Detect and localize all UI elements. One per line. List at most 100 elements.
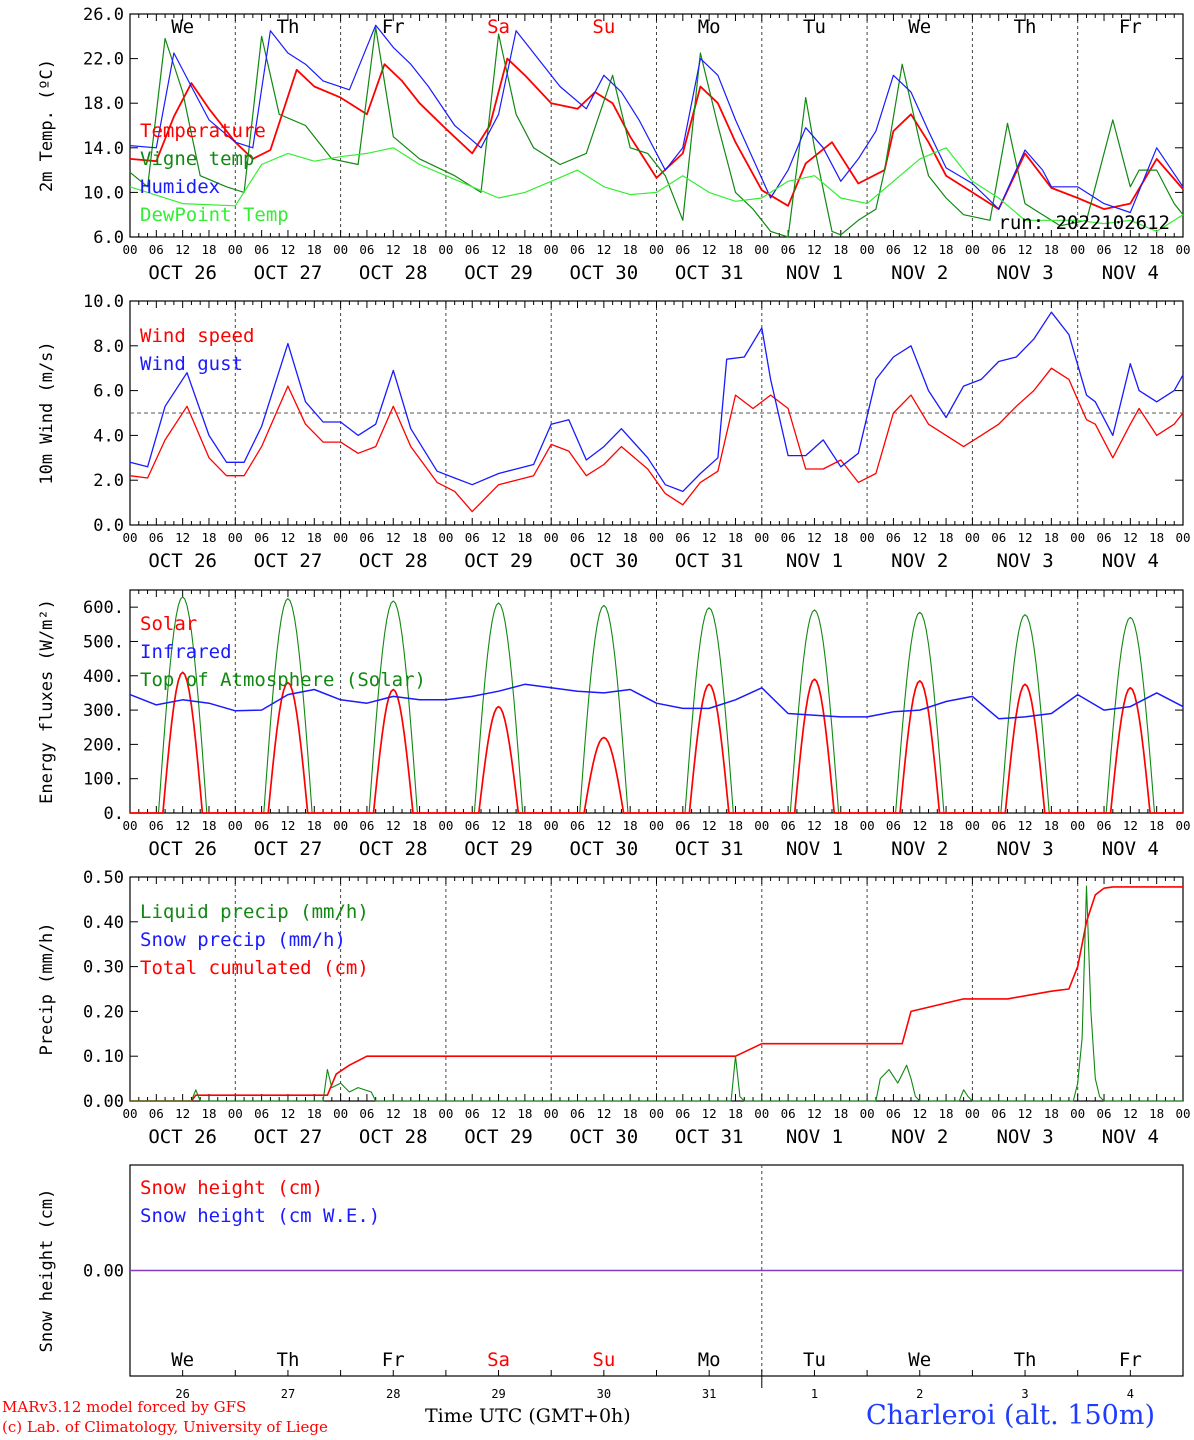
hour-tick-label: 18 — [201, 530, 216, 545]
date-label: OCT 31 — [675, 838, 744, 860]
hour-tick-label: 00 — [860, 818, 875, 833]
hour-tick-label: 06 — [359, 530, 374, 545]
legend-2-0: Solar — [140, 613, 197, 635]
hour-tick-label: 18 — [623, 818, 638, 833]
weekday-label: Th — [277, 16, 300, 38]
hour-tick-label: 00 — [754, 818, 769, 833]
hour-tick-label: 12 — [175, 818, 190, 833]
y-tick-label: 4.0 — [93, 426, 124, 446]
date-label: OCT 26 — [148, 262, 217, 284]
day-number-label: 28 — [386, 1387, 400, 1400]
legend-1-0: Wind speed — [140, 325, 254, 347]
toa-solar-curve — [972, 614, 1078, 814]
hour-tick-label: 00 — [333, 1106, 348, 1121]
hour-tick-label: 06 — [886, 1106, 901, 1121]
toa-solar-curve — [656, 607, 762, 814]
date-label: OCT 26 — [148, 838, 217, 860]
hour-tick-label: 00 — [965, 530, 980, 545]
hour-tick-label: 18 — [623, 242, 638, 257]
hour-tick-label: 06 — [254, 242, 269, 257]
hour-tick-label: 12 — [1018, 530, 1033, 545]
hour-tick-label: 00 — [1070, 530, 1085, 545]
hour-tick-label: 18 — [1149, 530, 1164, 545]
hour-tick-label: 18 — [201, 818, 216, 833]
y-tick-label: 0.00 — [83, 1262, 124, 1282]
lab-credit: (c) Lab. of Climatology, University of L… — [2, 1418, 328, 1436]
hour-tick-label: 00 — [333, 818, 348, 833]
hour-tick-label: 12 — [386, 1106, 401, 1121]
hour-tick-label: 06 — [781, 530, 796, 545]
y-tick-label: 8.0 — [93, 337, 124, 357]
weekday-label: We — [171, 16, 194, 38]
y-tick-label: 0.30 — [83, 958, 124, 978]
date-label: OCT 28 — [359, 838, 428, 860]
weekday-label: We — [908, 16, 931, 38]
y-tick-label: 18.0 — [83, 94, 124, 114]
hour-tick-label: 18 — [517, 1106, 532, 1121]
hour-tick-label: 06 — [149, 1106, 164, 1121]
hour-tick-label: 06 — [254, 1106, 269, 1121]
hour-tick-label: 06 — [465, 530, 480, 545]
day-number-label: 2 — [916, 1387, 923, 1400]
date-label: OCT 30 — [570, 838, 639, 860]
hour-tick-label: 18 — [1149, 1106, 1164, 1121]
hour-tick-label: 06 — [570, 530, 585, 545]
legend-3-0: Liquid precip (mm/h) — [140, 901, 369, 923]
solar-curve — [1077, 686, 1183, 814]
day-number-label: 26 — [175, 1387, 189, 1400]
hour-tick-label: 12 — [807, 530, 822, 545]
date-label: OCT 29 — [464, 262, 533, 284]
hour-tick-label: 06 — [781, 242, 796, 257]
hour-tick-label: 00 — [1175, 818, 1190, 833]
hour-tick-label: 12 — [280, 530, 295, 545]
hour-tick-label: 12 — [702, 242, 717, 257]
hour-tick-label: 12 — [912, 1106, 927, 1121]
hour-tick-label: 12 — [807, 242, 822, 257]
date-label: NOV 3 — [996, 262, 1053, 284]
hour-tick-label: 06 — [149, 818, 164, 833]
toa-solar-curve — [761, 609, 868, 814]
hour-tick-label: 18 — [833, 242, 848, 257]
legend-3-1: Snow precip (mm/h) — [140, 929, 346, 951]
legend-2-2: Top of Atmosphere (Solar) — [140, 669, 426, 691]
model-credit: MARv3.12 model forced by GFS — [2, 1398, 247, 1416]
hour-tick-label: 00 — [438, 530, 453, 545]
hour-tick-label: 12 — [280, 1106, 295, 1121]
hour-tick-label: 12 — [175, 530, 190, 545]
hour-tick-label: 12 — [912, 242, 927, 257]
run-label: run: 2022102612 — [998, 212, 1170, 234]
hour-tick-label: 06 — [991, 1106, 1006, 1121]
date-label: OCT 28 — [359, 1126, 428, 1148]
legend-4-0: Snow height (cm) — [140, 1177, 323, 1199]
solar-curve — [761, 678, 868, 814]
hour-tick-label: 00 — [649, 530, 664, 545]
hour-tick-label: 12 — [280, 818, 295, 833]
hour-tick-label: 12 — [702, 530, 717, 545]
y-axis-label-3: Precip (mm/h) — [37, 922, 57, 1055]
hour-tick-label: 12 — [807, 818, 822, 833]
series-line-total-cumulated-cm- — [130, 886, 1183, 1102]
weekday-label: Th — [1014, 1349, 1037, 1371]
hour-tick-label: 18 — [1044, 242, 1059, 257]
hour-tick-label: 12 — [1123, 1106, 1138, 1121]
solar-curve — [551, 736, 657, 814]
date-label: OCT 30 — [570, 262, 639, 284]
weekday-label: Sa — [487, 1349, 510, 1371]
toa-solar-curve — [551, 604, 657, 814]
hour-tick-label: 06 — [991, 242, 1006, 257]
date-label: NOV 4 — [1102, 550, 1159, 572]
day-number-label: 31 — [702, 1387, 716, 1400]
y-tick-label: 300. — [83, 701, 124, 721]
hour-tick-label: 00 — [965, 242, 980, 257]
hour-tick-label: 00 — [860, 242, 875, 257]
hour-tick-label: 06 — [1096, 242, 1111, 257]
hour-tick-label: 18 — [1044, 818, 1059, 833]
hour-tick-label: 12 — [596, 242, 611, 257]
hour-tick-label: 00 — [754, 242, 769, 257]
legend-0-3: DewPoint Temp — [140, 204, 289, 226]
hour-tick-label: 06 — [781, 818, 796, 833]
hour-tick-label: 00 — [1070, 242, 1085, 257]
hour-tick-label: 06 — [359, 1106, 374, 1121]
series-line-dewpoint-temp — [129, 147, 1184, 232]
hour-tick-label: 18 — [728, 1106, 743, 1121]
